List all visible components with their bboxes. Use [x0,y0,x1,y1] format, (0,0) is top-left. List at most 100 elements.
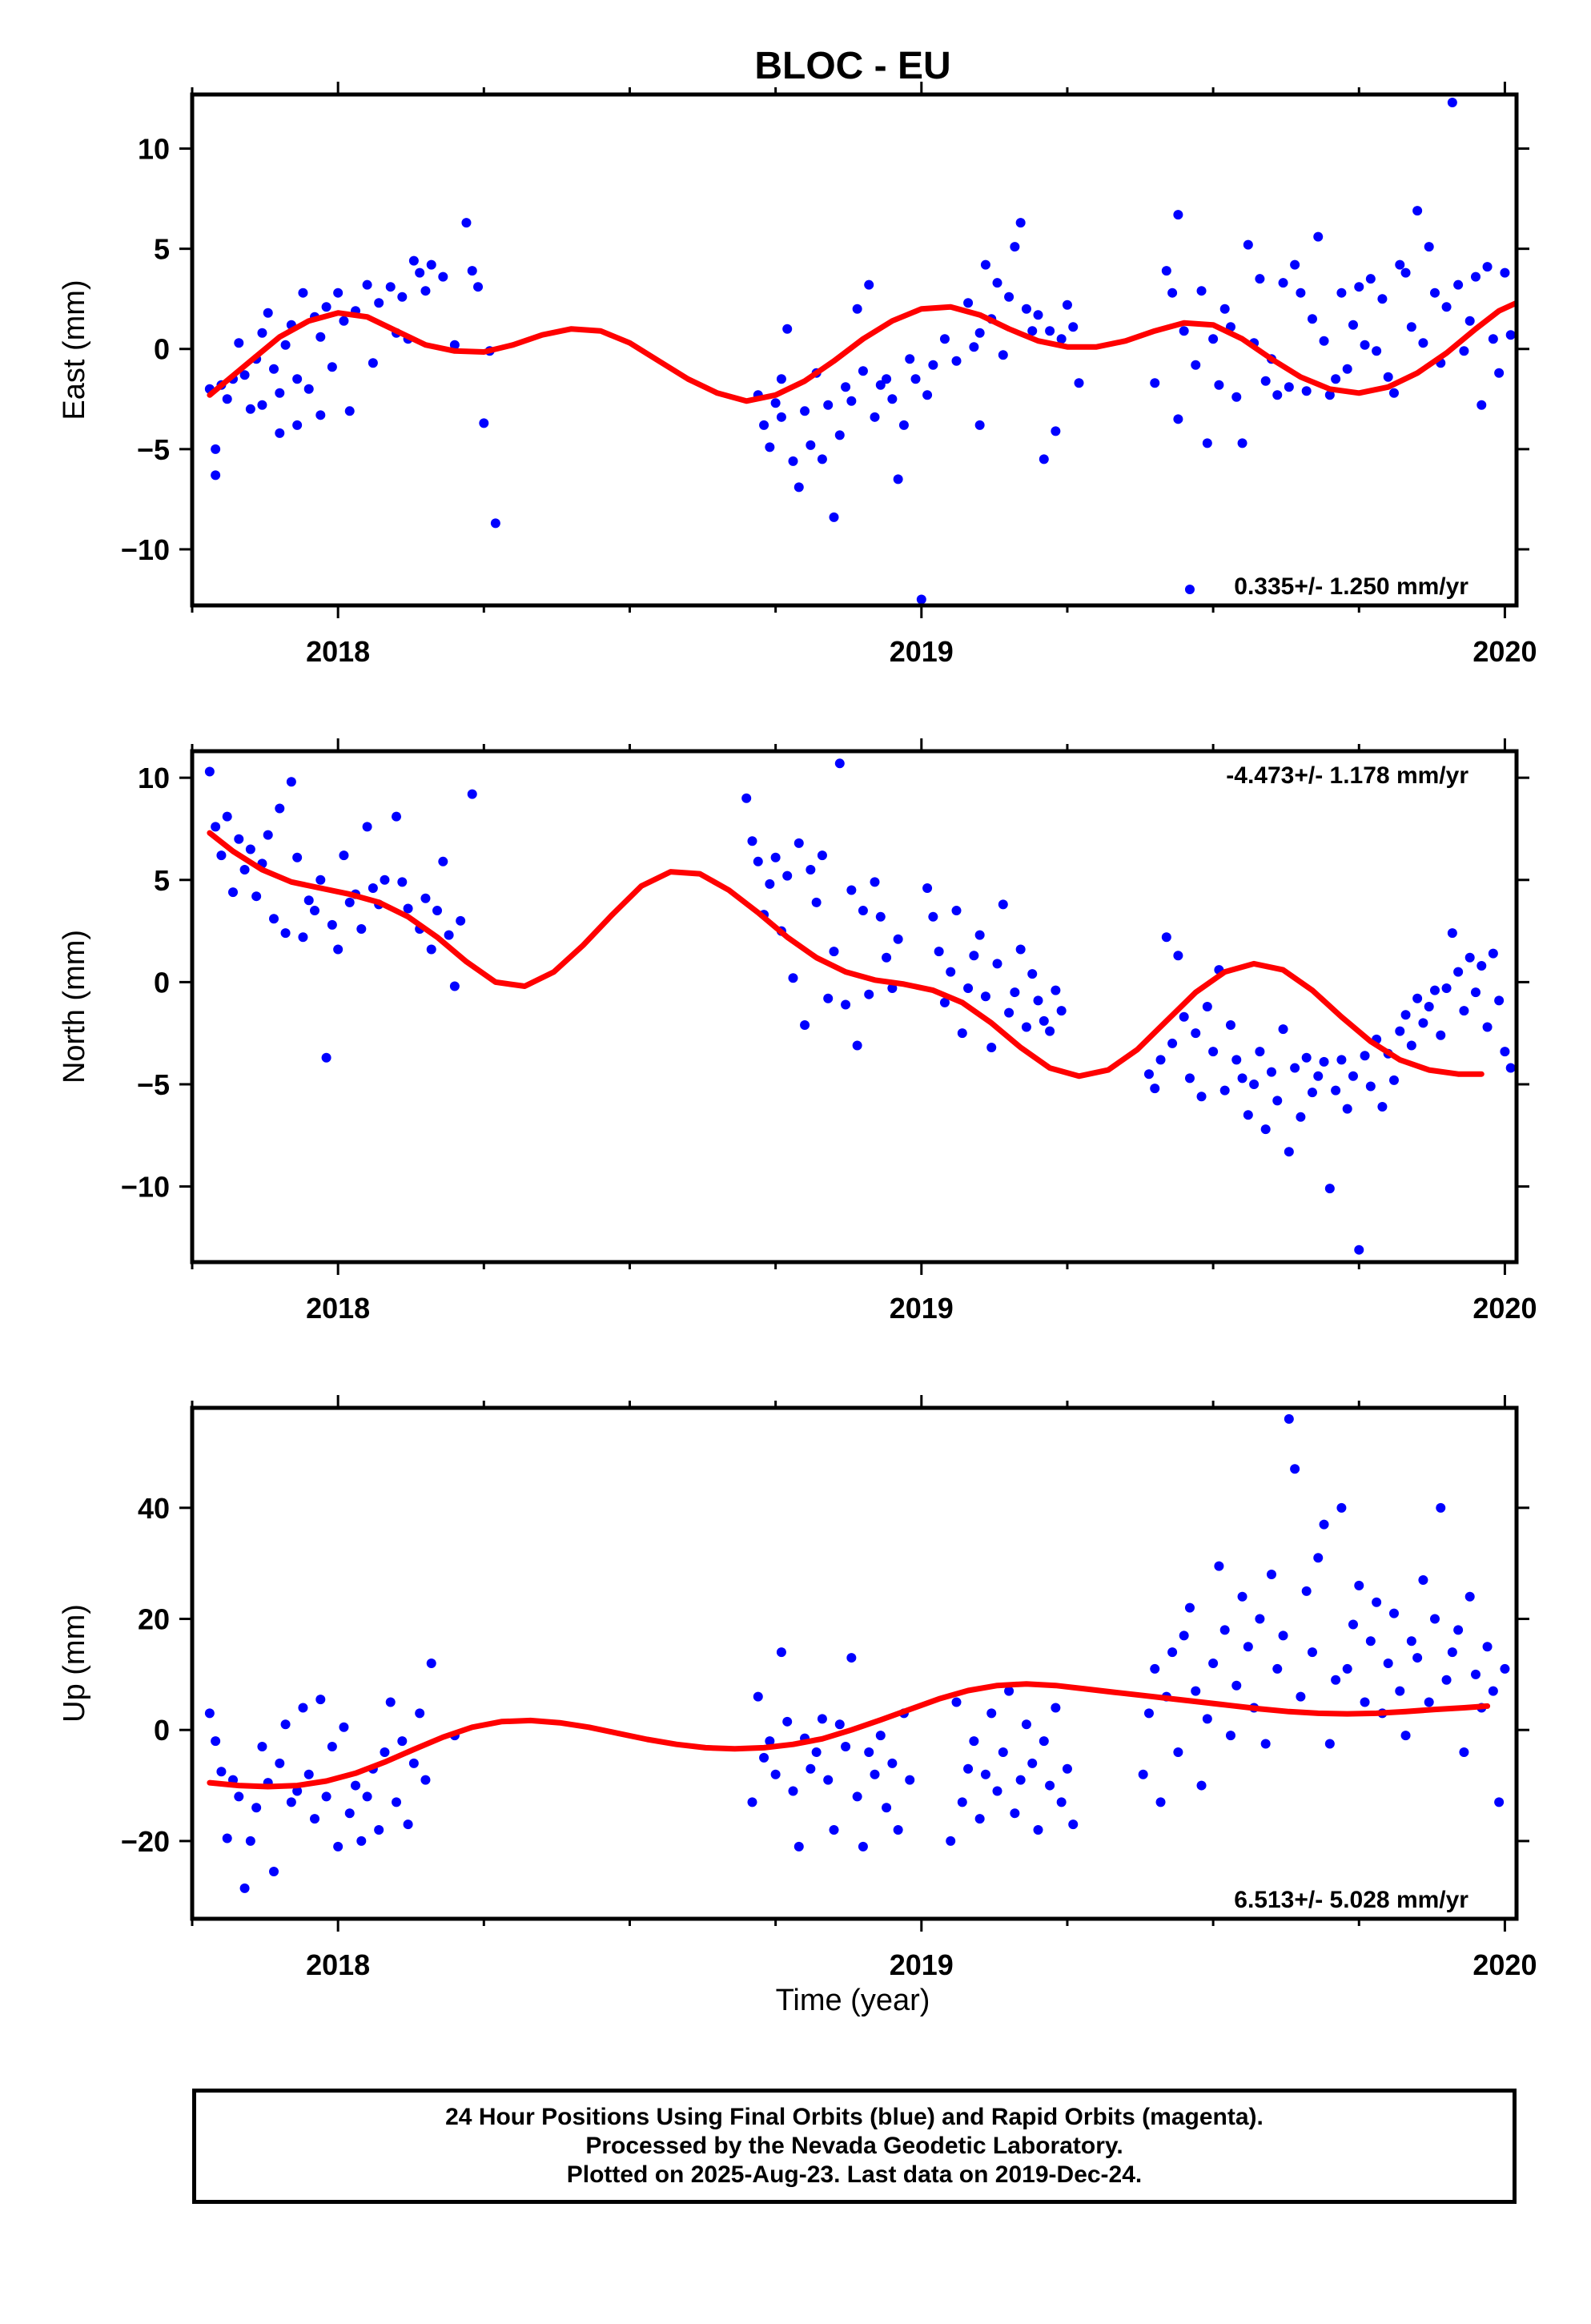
east-data-point [974,328,985,338]
north-data-point [432,906,443,916]
up-data-point [216,1767,227,1777]
up-y-tick-label: 20 [138,1603,170,1636]
east-data-point [1388,388,1399,398]
east-data-point [1284,382,1294,392]
north-x-tick-label: 2019 [890,1292,954,1325]
east-data-point [782,324,793,334]
east-data-point [823,400,834,410]
up-data-point [392,1797,402,1807]
north-data-point [1447,928,1457,939]
north-y-tick-label: 0 [154,966,170,999]
up-data-point [753,1691,763,1702]
up-data-point [239,1883,250,1893]
up-data-point [327,1742,337,1752]
east-data-point [292,374,303,384]
up-data-point [1208,1659,1219,1668]
up-data-point [315,1695,326,1705]
up-y-axis-label: Up (mm) [58,1604,91,1723]
up-data-point [1225,1731,1235,1741]
up-data-point [303,1769,314,1779]
north-data-point [747,836,757,846]
up-x-tick-label: 2019 [890,1948,954,1981]
east-data-point [339,316,349,326]
east-data-point [397,292,408,302]
north-data-point [368,883,378,893]
up-data-point [1143,1708,1154,1719]
north-data-point [1459,1006,1469,1016]
up-data-point [1313,1553,1324,1563]
up-data-point [1266,1570,1276,1580]
north-data-point [420,893,431,903]
north-data-point [339,850,349,861]
east-data-point [788,456,798,466]
up-data-point [222,1833,232,1844]
east-data-point [1004,292,1014,302]
east-data-point [1470,271,1481,282]
north-data-point [1319,1056,1329,1067]
north-data-point [438,856,448,866]
east-y-tick-label: 5 [154,233,170,266]
up-data-point [1219,1625,1230,1635]
north-data-point [887,983,898,994]
up-data-point [1424,1697,1434,1707]
east-data-point [1400,267,1411,278]
up-data-point [770,1769,781,1779]
up-data-point [1324,1739,1335,1749]
north-data-point [864,989,874,999]
up-data-point [1436,1502,1446,1513]
east-data-point [280,340,291,350]
east-data-point [852,304,862,314]
east-data-point [1033,310,1043,320]
up-data-point [893,1825,903,1835]
up-data-point [333,1841,344,1852]
north-data-point [1004,1007,1014,1018]
up-data-point [275,1758,285,1768]
up-data-point [426,1659,436,1668]
up-data-point [1331,1675,1341,1685]
up-data-point [1015,1775,1026,1785]
up-x-tick-label: 2018 [306,1948,370,1981]
up-data-point [1045,1780,1055,1791]
up-data-point [875,1731,886,1741]
north-data-point [928,911,938,922]
up-data-point [1243,1642,1253,1652]
east-data-point [893,474,903,485]
east-data-point [1243,239,1253,250]
east-data-point [327,362,337,372]
east-data-point [922,390,933,400]
north-data-point [1196,1092,1207,1102]
north-data-point [1494,995,1505,1006]
east-y-tick-label: 10 [138,133,170,166]
north-data-point [1150,1084,1160,1094]
north-data-point [1015,944,1026,955]
east-data-point [1505,330,1516,340]
up-data-point [998,1747,1008,1757]
up-data-point [1051,1703,1061,1713]
north-data-point [1208,1047,1219,1057]
up-data-point [852,1791,862,1802]
up-data-point [1004,1686,1014,1696]
east-data-point [1255,274,1265,284]
north-data-point [1255,1047,1265,1057]
east-frame [190,92,1519,608]
up-data-point [310,1814,320,1824]
up-data-point [211,1736,221,1747]
north-data-point [788,973,798,983]
north-data-point [1056,1006,1067,1016]
up-data-point [269,1867,279,1877]
north-y-tick-label: −5 [137,1068,170,1101]
north-data-point [315,875,326,885]
up-data-point [420,1775,431,1785]
east-data-point [222,394,232,404]
east-data-point [916,594,926,605]
east-data-point [806,440,816,450]
north-data-point [1284,1147,1294,1157]
up-data-point [356,1835,367,1846]
north-data-point [1331,1085,1341,1096]
north-data-point [963,983,974,994]
north-data-point [310,906,320,916]
east-data-point [841,382,851,392]
east-data-point [800,406,810,416]
north-data-point [1424,1002,1434,1011]
north-data-point [204,766,215,777]
